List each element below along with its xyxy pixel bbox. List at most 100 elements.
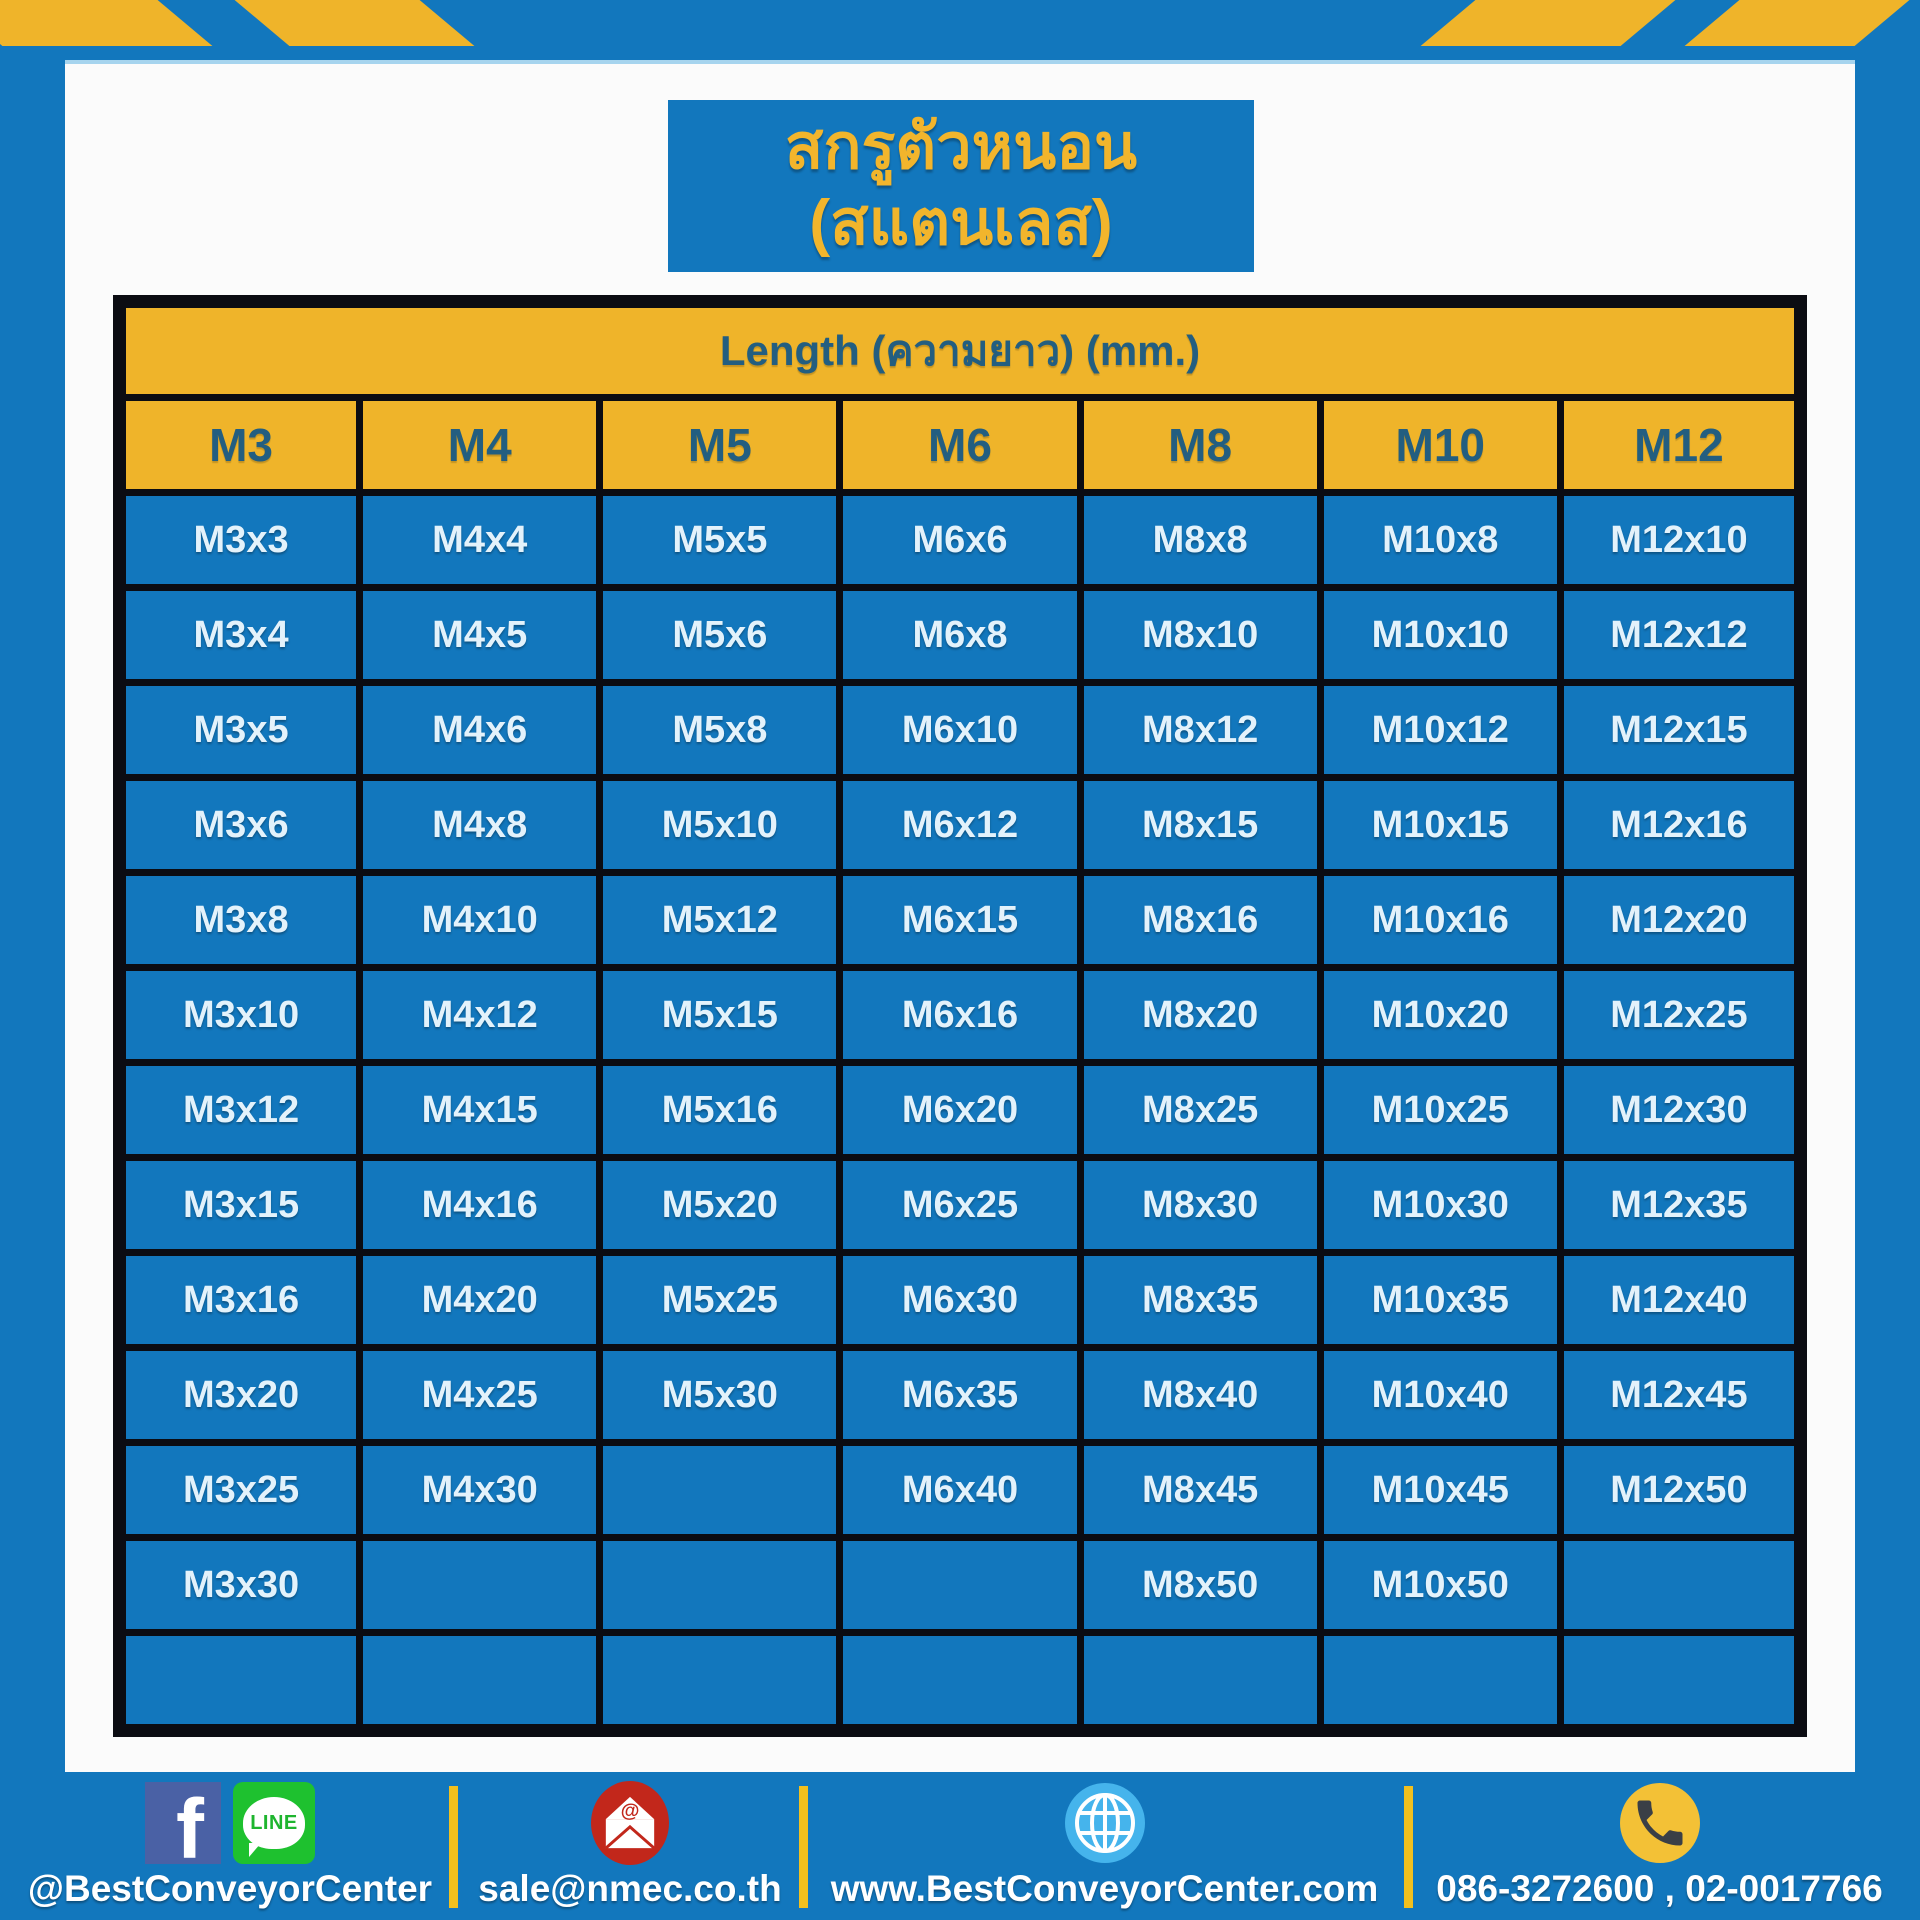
table-cell: M3x5 [115,679,364,781]
table-cell: M10x45 [1316,1439,1564,1541]
globe-icon-row [1063,1780,1147,1866]
table-cell [1556,1629,1805,1734]
table-cell: M8x50 [1076,1534,1324,1636]
table-cell: M5x15 [596,964,844,1066]
phone-icon [1619,1783,1700,1863]
table-cell: M10x35 [1316,1249,1564,1351]
table-cell: M12x30 [1556,1059,1805,1161]
table-cell: M12x35 [1556,1154,1805,1256]
table-cell: M8x25 [1076,1059,1324,1161]
table-cell: M5x6 [596,584,844,686]
footer-section-social: f LINE @BestConveyorCenter [20,1780,440,1910]
column-header-m10: M10 [1316,394,1564,496]
table-cell: M5x30 [596,1344,844,1446]
table-cell: M6x10 [836,679,1084,781]
table-row: M3x10 M4x12 M5x15 M6x16 M8x20 M10x20 M12x25 [115,964,1805,1066]
title-box: สกรูตัวหนอน (สแตนเลส) [668,100,1254,272]
table-row: M3x3 M4x4 M5x5 M6x6 M8x8 M10x8 M12x10 [115,489,1805,591]
table-cell: M5x20 [596,1154,844,1256]
facebook-icon: f [145,1782,221,1864]
column-header-m3: M3 [115,394,364,496]
table-row: M3x5 M4x6 M5x8 M6x10 M8x12 M10x12 M12x15 [115,679,1805,781]
hazard-stripe-band [0,0,1920,46]
line-bubble: LINE [243,1797,305,1857]
table-row: M3x25 M4x30 M6x40 M8x45 M10x45 M12x50 [115,1439,1805,1541]
table-cell [836,1629,1084,1734]
table-cell: M12x45 [1556,1344,1805,1446]
table-cell: M8x8 [1076,489,1324,591]
table-cell: M8x12 [1076,679,1324,781]
table-cell: M8x45 [1076,1439,1324,1541]
column-header-m6: M6 [836,394,1084,496]
table-cell: M6x25 [836,1154,1084,1256]
table-row: M3x16 M4x20 M5x25 M6x30 M8x35 M10x35 M12x40 [115,1249,1805,1351]
table-cell: M3x30 [115,1534,364,1636]
footer-section-phone: 086-3272600 , 02-0017766 [1412,1780,1907,1910]
table-row: M3x8 M4x10 M5x12 M6x15 M8x16 M10x16 M12x20 [115,869,1805,971]
page-title-line1: สกรูตัวหนอน [784,112,1138,183]
hazard-stripe [1420,0,1676,46]
website-label: www.BestConveyorCenter.com [830,1868,1379,1909]
table-cell: M5x10 [596,774,844,876]
table-row: M3x12 M4x15 M5x16 M6x20 M8x25 M10x25 M12x30 [115,1059,1805,1161]
table-cell [356,1629,604,1734]
table-cell: M12x15 [1556,679,1805,781]
table-cell: M3x20 [115,1344,364,1446]
social-icons: f LINE [145,1780,315,1866]
length-header: Length (ความยาว) (mm.) [116,298,1804,401]
footer-divider [1404,1786,1413,1908]
column-header-m8: M8 [1076,394,1324,496]
table-cell: M4x20 [356,1249,604,1351]
footer-section-email: @ sale@nmec.co.th [468,1780,792,1910]
table-cell [596,1629,844,1734]
table-cell: M12x16 [1556,774,1805,876]
content-card: สกรูตัวหนอน (สแตนเลส) Length (ความยาว) (… [65,60,1855,1772]
table-cell [596,1534,844,1636]
table-cell: M3x3 [115,489,364,591]
globe-icon [1064,1783,1145,1863]
footer-divider [449,1786,458,1908]
contact-footer: f LINE @BestConveyorCenter @ [0,1772,1920,1920]
table-cell: M5x8 [596,679,844,781]
table-cell: M4x5 [356,584,604,686]
column-header-m5: M5 [596,394,844,496]
table-cell: M10x12 [1316,679,1564,781]
facebook-handle-label: @BestConveyorCenter [27,1868,433,1909]
table-cell: M4x16 [356,1154,604,1256]
line-icon: LINE [233,1782,315,1864]
footer-divider [799,1786,808,1908]
table-cell: M3x15 [115,1154,364,1256]
hazard-stripe [234,0,475,46]
email-icon: @ [591,1781,669,1865]
column-header-m4: M4 [356,394,604,496]
table-cell: M3x4 [115,584,364,686]
table-cell: M4x8 [356,774,604,876]
table-cell: M6x8 [836,584,1084,686]
table-cell: M10x30 [1316,1154,1564,1256]
table-cell: M6x20 [836,1059,1084,1161]
table-cell: M6x16 [836,964,1084,1066]
table-cell: M4x30 [356,1439,604,1541]
table-cell: M12x40 [1556,1249,1805,1351]
table-cell: M3x12 [115,1059,364,1161]
table-cell: M10x8 [1316,489,1564,591]
footer-section-website: www.BestConveyorCenter.com [812,1780,1397,1910]
page-title-line2: (สแตนเลส) [809,188,1113,258]
table-cell: M8x10 [1076,584,1324,686]
table-cell: M5x16 [596,1059,844,1161]
table-cell: M6x12 [836,774,1084,876]
table-cell: M8x40 [1076,1344,1324,1446]
table-cell: M12x10 [1556,489,1805,591]
email-icon-row: @ [591,1780,669,1866]
table-cell: M12x12 [1556,584,1805,686]
table-cell [1316,1629,1564,1734]
table-cell: M6x15 [836,869,1084,971]
table-cell: M10x50 [1316,1534,1564,1636]
table-cell: M4x12 [356,964,604,1066]
table-cell: M8x30 [1076,1154,1324,1256]
phone-numbers-label: 086-3272600 , 02-0017766 [1436,1868,1883,1909]
table-cell: M5x5 [596,489,844,591]
table-cell: M12x50 [1556,1439,1805,1541]
email-label: sale@nmec.co.th [478,1868,782,1909]
